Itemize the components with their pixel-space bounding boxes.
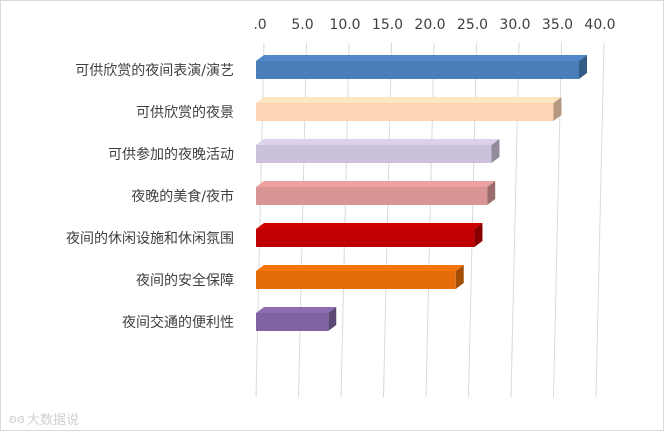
gridlines xyxy=(255,42,605,398)
bar-side-face xyxy=(491,139,500,163)
bar-front-face xyxy=(256,187,488,205)
x-tick-label: 5.0 xyxy=(291,17,313,33)
x-tick-label: 20.0 xyxy=(414,17,445,33)
bars xyxy=(256,55,587,331)
x-tick-label: .0 xyxy=(253,17,266,33)
bar-top-face xyxy=(256,181,496,187)
category-label: 夜间的安全保障 xyxy=(136,272,234,289)
watermark: ʚɞ 大数据说 xyxy=(9,409,79,429)
bar-side-face xyxy=(553,97,562,121)
category-label: 夜间的休闲设施和休闲氛围 xyxy=(66,231,234,247)
bar-front-face xyxy=(256,229,475,247)
bar-front-face xyxy=(256,61,579,79)
category-label: 可供欣赏的夜间表演/演艺 xyxy=(75,63,234,79)
bar xyxy=(256,97,562,121)
x-tick-label: 40.0 xyxy=(584,17,615,33)
bar xyxy=(256,265,464,289)
bar-top-face xyxy=(256,97,562,103)
bar xyxy=(256,307,337,331)
category-label: 夜晚的美食/夜市 xyxy=(131,188,234,205)
category-labels: 可供欣赏的夜间表演/演艺可供欣赏的夜景可供参加的夜晚活动夜晚的美食/夜市夜间的休… xyxy=(66,63,234,331)
category-label: 可供参加的夜晚活动 xyxy=(108,146,234,163)
bar-side-face xyxy=(487,181,496,205)
bar-front-face xyxy=(256,103,554,121)
gridline xyxy=(510,42,520,398)
bar-top-face xyxy=(256,139,500,145)
bar-front-face xyxy=(256,313,329,331)
gridline xyxy=(553,42,562,398)
gridline xyxy=(340,42,350,398)
category-label: 夜间交通的便利性 xyxy=(122,314,234,331)
x-tick-label: 35.0 xyxy=(542,17,573,33)
bar xyxy=(256,223,483,247)
x-tick-label: 30.0 xyxy=(499,17,530,33)
bar-side-face xyxy=(474,223,483,247)
bar-top-face xyxy=(256,223,483,229)
bar-side-face xyxy=(328,307,337,331)
bar xyxy=(256,55,587,79)
bar xyxy=(256,139,500,163)
weibo-logo-icon: ʚɞ xyxy=(9,411,25,426)
category-label: 可供欣赏的夜景 xyxy=(136,105,234,121)
watermark-text: 大数据说 xyxy=(26,413,79,428)
bar xyxy=(256,181,496,205)
x-tick-label: 25.0 xyxy=(457,17,488,33)
gridline xyxy=(255,42,265,398)
bar-top-face xyxy=(256,307,337,313)
gridline xyxy=(298,42,307,398)
bar-front-face xyxy=(256,145,492,163)
gridline xyxy=(595,42,605,398)
gridline xyxy=(383,42,392,398)
bar-side-face xyxy=(579,55,587,79)
bar-side-face xyxy=(455,265,464,289)
gridline xyxy=(425,42,435,398)
bar-top-face xyxy=(256,265,464,271)
bar-front-face xyxy=(256,271,456,289)
bar-top-face xyxy=(256,55,587,61)
gridline xyxy=(468,42,477,398)
x-tick-label: 15.0 xyxy=(372,17,403,33)
x-tick-label: 10.0 xyxy=(329,17,360,33)
x-axis-ticks: .0 5.0 10.0 15.0 20.0 25.0 30.0 35.0 40.0 xyxy=(253,17,615,33)
